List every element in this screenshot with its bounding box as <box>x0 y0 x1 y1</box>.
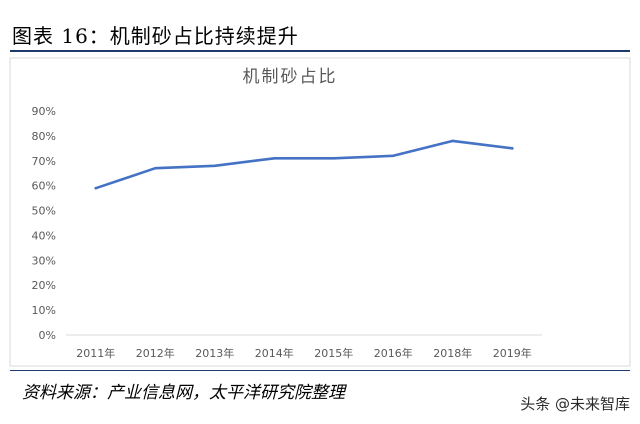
x-tick-label: 2013年 <box>195 346 234 360</box>
data-point <box>272 156 276 160</box>
watermark: 头条 @未来智库 <box>520 395 630 413</box>
y-tick-label: 60% <box>32 180 56 193</box>
figure-title: 图表 16：机制砂占比持续提升 <box>12 24 299 48</box>
chart-area-border <box>9 57 631 367</box>
chart-title: 机制砂占比 <box>243 67 338 87</box>
y-tick-label: 20% <box>32 279 56 292</box>
data-point <box>153 166 157 170</box>
data-point <box>94 186 98 190</box>
title-rule <box>10 50 630 52</box>
x-tick-label: 2019年 <box>493 346 532 360</box>
x-tick-label: 2014年 <box>255 346 294 360</box>
x-tick-label: 2012年 <box>136 346 175 360</box>
data-point <box>213 164 217 168</box>
data-point <box>332 156 336 160</box>
x-tick-label: 2018年 <box>433 346 472 360</box>
y-tick-label: 80% <box>32 130 56 143</box>
y-axis: 0% 10% 20% 30% 40% 50% 60% 70% 80% 90% <box>32 105 56 342</box>
data-point <box>510 147 514 150</box>
y-tick-label: 50% <box>32 205 56 218</box>
series-line <box>94 139 514 190</box>
y-tick-label: 90% <box>32 105 56 118</box>
source-rule <box>10 370 630 371</box>
series-group <box>94 139 514 190</box>
x-axis: 2011年 2012年 2013年 2014年 2015年 2016年 2018年 2019年 <box>66 334 542 360</box>
x-tick-label: 2011年 <box>76 346 115 360</box>
y-tick-label: 30% <box>32 254 56 267</box>
y-tick-label: 10% <box>32 304 56 317</box>
y-tick-label: 0% <box>39 329 56 342</box>
source-note: 资料来源：产业信息网，太平洋研究院整理 <box>22 383 345 403</box>
data-point <box>391 154 395 158</box>
x-tick-label: 2016年 <box>374 346 413 360</box>
data-point <box>451 139 455 143</box>
x-tick-label: 2015年 <box>314 346 353 360</box>
y-tick-label: 40% <box>32 229 56 242</box>
y-tick-label: 70% <box>32 155 56 168</box>
